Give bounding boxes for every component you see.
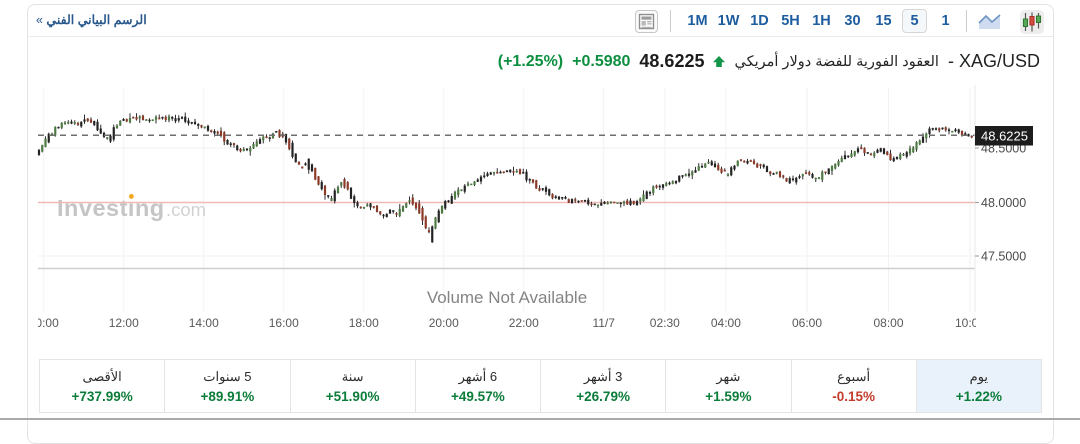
svg-text:47.5000: 47.5000 <box>981 250 1026 264</box>
svg-text:22:00: 22:00 <box>509 316 539 330</box>
svg-text:48.0000: 48.0000 <box>981 196 1026 210</box>
svg-text:18:00: 18:00 <box>349 316 379 330</box>
svg-text:14:00: 14:00 <box>189 316 219 330</box>
svg-text:06:00: 06:00 <box>792 316 822 330</box>
svg-text:10:00: 10:00 <box>29 316 59 330</box>
svg-text:.com: .com <box>166 199 206 220</box>
svg-text:04:00: 04:00 <box>711 316 741 330</box>
svg-text:11/7: 11/7 <box>592 316 615 330</box>
svg-text:12:00: 12:00 <box>109 316 139 330</box>
svg-text:16:00: 16:00 <box>269 316 299 330</box>
svg-text:20:00: 20:00 <box>429 316 459 330</box>
svg-text:48.6225: 48.6225 <box>981 129 1028 144</box>
svg-text:02:30: 02:30 <box>650 316 680 330</box>
svg-text:Investing: Investing <box>57 195 165 221</box>
svg-text:10:00: 10:00 <box>955 316 985 330</box>
svg-text:08:00: 08:00 <box>873 316 903 330</box>
svg-text:Volume Not Available: Volume Not Available <box>427 288 587 307</box>
